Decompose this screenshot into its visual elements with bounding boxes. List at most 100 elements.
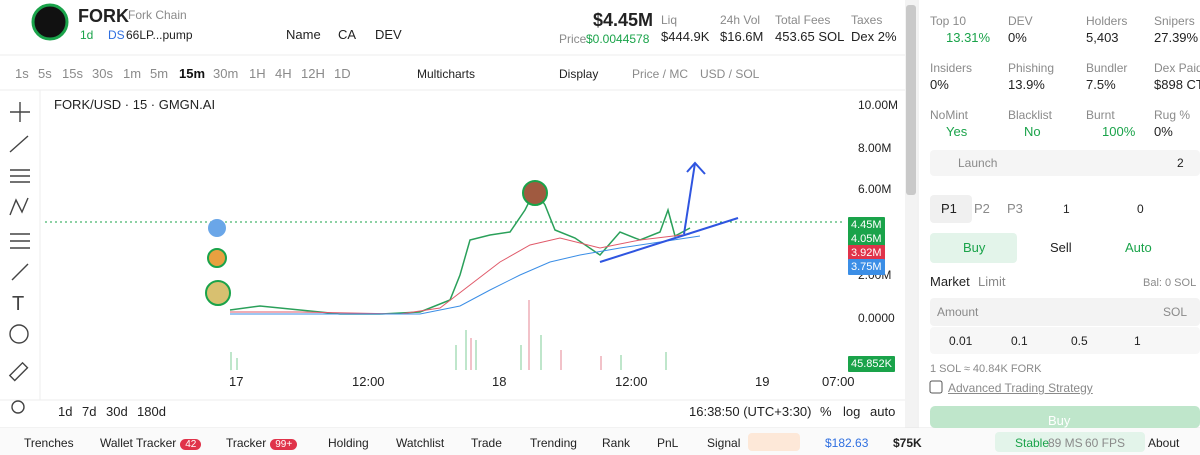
interval[interactable]: 5m	[150, 66, 169, 81]
footer-item[interactable]: Trending	[530, 436, 577, 450]
svg-text:T: T	[12, 293, 24, 315]
usd-sol[interactable]: USD / SOL	[700, 67, 760, 81]
order-type[interactable]: Limit	[978, 274, 1006, 289]
marker	[522, 180, 548, 206]
y-tick-label: 10.00M	[858, 98, 899, 112]
log[interactable]: log	[843, 404, 861, 419]
stat-label: Liq	[661, 13, 678, 27]
price-line	[229, 188, 691, 315]
display[interactable]: Display	[559, 67, 599, 81]
interval[interactable]: 30m	[213, 66, 239, 81]
token-logo	[31, 3, 69, 41]
amount-option[interactable]: 0.1	[1011, 334, 1028, 348]
stat-label: Snipers	[1154, 14, 1195, 28]
footer-item[interactable]: Signal	[707, 436, 741, 450]
amount-label: Amount	[937, 305, 979, 319]
footer-item[interactable]: Watchlist	[396, 436, 445, 450]
footer-item[interactable]: Trenches	[24, 436, 74, 450]
trend-line	[599, 217, 739, 263]
interval[interactable]: 4H	[275, 66, 292, 81]
stat-value: No	[1024, 124, 1041, 139]
preset[interactable]: P3	[1007, 201, 1023, 216]
range[interactable]: 30d	[106, 404, 128, 419]
order-type[interactable]: Market	[930, 274, 970, 289]
badge: 99+	[270, 439, 298, 450]
wallet: $75K	[893, 436, 922, 450]
stat-value: $16.6M	[720, 29, 764, 44]
range[interactable]: 1d	[58, 404, 73, 419]
price-tag: 4.05M	[848, 231, 885, 247]
submit-button[interactable]: Buy	[1048, 413, 1071, 428]
interval[interactable]: 15s	[62, 66, 83, 81]
chart-title: FORK/USD · 15 · GMGN.AI	[54, 97, 216, 112]
footer-item[interactable]: Trade	[471, 436, 502, 450]
token-name: Fork Chain	[128, 8, 187, 22]
checkbox[interactable]	[929, 380, 943, 394]
marker	[207, 248, 227, 268]
x-tick-label: 18	[492, 374, 507, 389]
stat-label: Insiders	[930, 61, 973, 75]
price-mc[interactable]: Price / MC	[632, 67, 689, 81]
amount-bg	[930, 298, 1200, 326]
stat-value: 13.9%	[1008, 77, 1045, 92]
advanced-strategy[interactable]: Advanced Trading Strategy	[948, 381, 1093, 395]
marker	[208, 219, 226, 237]
multicharts[interactable]: Multicharts	[417, 67, 476, 81]
range[interactable]: 7d	[82, 404, 97, 419]
header-link[interactable]: CA	[338, 27, 357, 42]
header-link[interactable]: Name	[286, 27, 321, 42]
quantity: 1	[1063, 202, 1070, 216]
about[interactable]: About	[1148, 436, 1180, 450]
interval[interactable]: 15m	[179, 66, 206, 81]
stat-value: 0%	[1008, 30, 1027, 45]
ma-line	[230, 233, 691, 315]
range[interactable]: 180d	[137, 404, 166, 419]
stat-label: Top 10	[930, 14, 967, 28]
stat-value: Dex 2%	[851, 29, 897, 44]
volume-bars	[470, 300, 602, 370]
footer-item[interactable]: Rank	[602, 436, 631, 450]
interval[interactable]: 12H	[301, 66, 325, 81]
market-cap: $4.45M	[593, 10, 654, 30]
trade-tab[interactable]: Auto	[1125, 240, 1152, 255]
scroll-thumb	[906, 5, 916, 195]
preset-bg	[930, 195, 972, 223]
footer-item[interactable]: Holding	[328, 436, 369, 450]
interval[interactable]: 1m	[123, 66, 142, 81]
interval[interactable]: 5s	[38, 66, 52, 81]
auto[interactable]: auto	[870, 404, 896, 419]
buy-tab-bg	[930, 233, 1017, 263]
interval[interactable]: 1D	[334, 66, 351, 81]
price-tag: 3.92M	[848, 245, 885, 261]
balance: Bal: 0 SOL	[1143, 277, 1197, 289]
stat-label: Phishing	[1008, 61, 1055, 75]
footer-item[interactable]: Wallet Tracker 42	[100, 436, 202, 452]
stat-value: $444.9K	[661, 29, 710, 44]
volume-bars	[230, 330, 667, 370]
status-bg	[995, 432, 1145, 452]
interval[interactable]: 1s	[15, 66, 29, 81]
stat-value: 100%	[1102, 124, 1136, 139]
stat-label: Bundler	[1086, 61, 1128, 75]
interval[interactable]: 1H	[249, 66, 266, 81]
interval[interactable]: 30s	[92, 66, 113, 81]
drawing-tools: T	[8, 102, 30, 414]
preset[interactable]: P2	[974, 201, 990, 216]
amount-option[interactable]: 0.5	[1071, 334, 1088, 348]
amount-option[interactable]: 1	[1134, 334, 1141, 348]
footer-item[interactable]: PnL	[657, 436, 679, 450]
stat-label: Blacklist	[1008, 108, 1053, 122]
amount-option[interactable]: 0.01	[949, 334, 973, 348]
trade-tab[interactable]: Buy	[963, 240, 986, 255]
gas: 0	[1137, 202, 1144, 216]
stat-value: 0%	[930, 77, 949, 92]
percent[interactable]: %	[820, 404, 832, 419]
token-symbol: FORK	[78, 6, 129, 26]
stat-value: $898 CTO	[1154, 77, 1200, 92]
header-link[interactable]: DEV	[375, 27, 402, 42]
trade-tab[interactable]: Sell	[1050, 240, 1072, 255]
footer-item[interactable]: Tracker 99+	[226, 436, 298, 452]
preset[interactable]: P1	[941, 201, 957, 216]
